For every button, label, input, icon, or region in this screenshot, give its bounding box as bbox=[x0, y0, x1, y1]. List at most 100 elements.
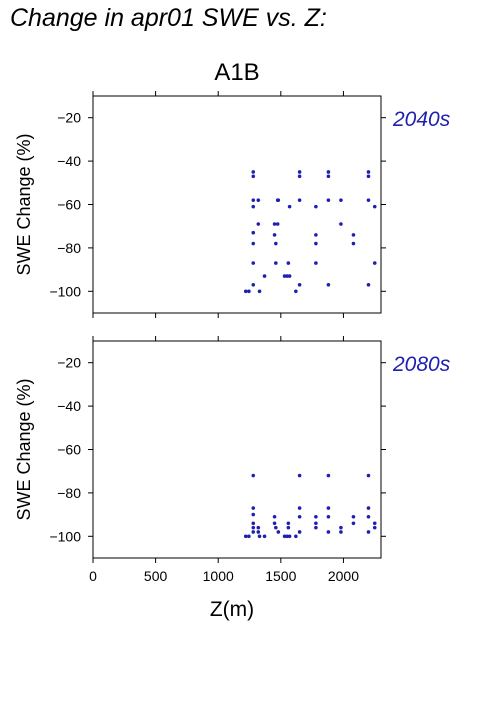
data-point bbox=[286, 261, 291, 265]
data-point bbox=[297, 506, 302, 510]
data-point bbox=[274, 241, 278, 246]
data-point bbox=[251, 230, 256, 235]
data-point bbox=[257, 289, 262, 294]
data-point bbox=[276, 530, 281, 534]
y-axis-title: SWE Change (%) bbox=[14, 378, 34, 520]
data-point bbox=[326, 506, 331, 510]
data-point bbox=[372, 521, 377, 526]
data-point bbox=[326, 174, 331, 179]
data-point bbox=[314, 241, 318, 246]
data-point bbox=[285, 534, 289, 539]
y-tick-label: −40 bbox=[57, 398, 81, 414]
data-point bbox=[366, 282, 371, 287]
data-point bbox=[282, 274, 287, 278]
data-point bbox=[251, 512, 256, 517]
data-point bbox=[297, 473, 302, 478]
data-point bbox=[285, 274, 289, 278]
data-point bbox=[251, 174, 256, 179]
data-point bbox=[366, 174, 371, 179]
data-point bbox=[366, 198, 371, 202]
data-point bbox=[256, 198, 261, 202]
data-point bbox=[366, 530, 371, 534]
data-point bbox=[256, 530, 261, 534]
y-tick-label: −40 bbox=[57, 153, 81, 169]
data-point bbox=[314, 261, 318, 265]
data-point bbox=[339, 530, 343, 534]
y-axis-title: SWE Change (%) bbox=[14, 133, 34, 275]
data-point bbox=[251, 261, 256, 265]
x-axis-title: Z(m) bbox=[210, 598, 254, 621]
data-point bbox=[294, 534, 298, 539]
data-point bbox=[366, 506, 371, 510]
data-point bbox=[251, 525, 256, 530]
data-point bbox=[366, 514, 371, 519]
y-tick-label: −80 bbox=[57, 240, 81, 256]
figure-title: Change in apr01 SWE vs. Z: bbox=[10, 4, 327, 32]
data-point bbox=[297, 282, 302, 287]
data-point bbox=[372, 525, 377, 530]
data-point bbox=[326, 530, 331, 534]
data-point bbox=[256, 525, 261, 530]
data-point bbox=[314, 521, 318, 526]
data-point bbox=[351, 233, 356, 237]
data-point bbox=[282, 534, 287, 539]
x-tick-label: 0 bbox=[89, 568, 97, 584]
data-point bbox=[243, 534, 248, 539]
data-point bbox=[351, 514, 356, 519]
data-point bbox=[256, 222, 261, 226]
data-point bbox=[247, 534, 251, 539]
data-point bbox=[251, 241, 256, 246]
data-point bbox=[274, 261, 278, 265]
y-tick-label: −80 bbox=[57, 485, 81, 501]
period-label-2080s: 2080s bbox=[392, 353, 451, 376]
period-label-2040s: 2040s bbox=[392, 108, 451, 131]
data-point bbox=[275, 222, 280, 226]
data-point bbox=[326, 170, 331, 174]
data-point bbox=[297, 174, 302, 179]
data-point bbox=[272, 222, 277, 226]
data-point bbox=[366, 170, 371, 174]
scenario-label: A1B bbox=[214, 59, 259, 86]
data-point bbox=[251, 282, 256, 287]
x-tick-label: 500 bbox=[144, 568, 168, 584]
data-point bbox=[339, 198, 343, 202]
data-point bbox=[287, 274, 292, 278]
data-point bbox=[257, 534, 262, 539]
data-point bbox=[243, 289, 248, 294]
data-point bbox=[251, 506, 256, 510]
data-point bbox=[251, 170, 256, 174]
data-point bbox=[276, 198, 281, 202]
data-point bbox=[314, 233, 318, 237]
data-point bbox=[274, 525, 278, 530]
data-point bbox=[326, 473, 331, 478]
data-point bbox=[297, 170, 302, 174]
data-point bbox=[326, 514, 331, 519]
data-point bbox=[351, 521, 356, 526]
y-tick-label: −60 bbox=[57, 197, 81, 213]
data-point bbox=[297, 198, 302, 202]
data-point bbox=[326, 198, 331, 202]
data-point bbox=[286, 521, 291, 526]
data-point bbox=[251, 204, 256, 209]
data-point bbox=[272, 233, 277, 237]
data-point bbox=[314, 525, 318, 530]
y-tick-label: −20 bbox=[57, 110, 81, 126]
data-point bbox=[297, 514, 302, 519]
data-point bbox=[372, 204, 377, 209]
data-point bbox=[247, 289, 251, 294]
plot-frame bbox=[92, 340, 382, 559]
data-point bbox=[272, 514, 277, 519]
x-tick-label: 2000 bbox=[328, 568, 359, 584]
data-point bbox=[272, 521, 277, 526]
data-point bbox=[297, 530, 302, 534]
data-point bbox=[251, 521, 256, 526]
data-point bbox=[351, 241, 356, 246]
data-point bbox=[286, 525, 291, 530]
data-point bbox=[372, 261, 377, 265]
data-point bbox=[326, 282, 331, 287]
data-point bbox=[314, 204, 318, 209]
data-point bbox=[294, 289, 298, 294]
data-point bbox=[339, 222, 343, 226]
y-tick-label: −100 bbox=[49, 528, 81, 544]
